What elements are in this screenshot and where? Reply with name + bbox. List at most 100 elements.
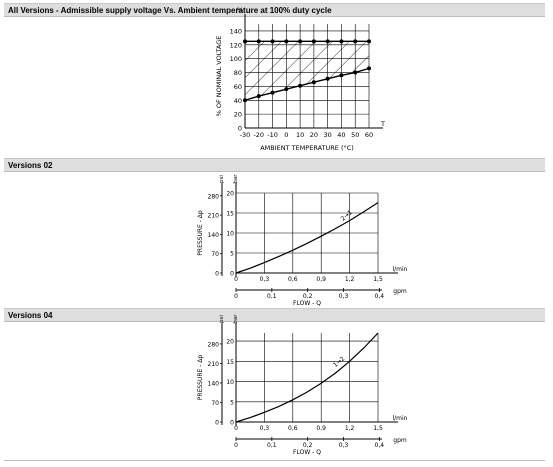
data-point: [270, 39, 275, 44]
y-tick-label-bar: 5: [230, 251, 234, 258]
data-point: [298, 83, 303, 88]
x-tick-label: 30: [324, 131, 332, 139]
data-point: [256, 39, 261, 44]
voltage-temperature-chart: -30 -20 -10 0 10 20 30 40 50 60 0 20 40 60 80 100 120 140…: [215, 6, 385, 152]
data-point: [256, 94, 261, 99]
y-tick-label-bar: 15: [226, 359, 234, 366]
y-tick-label-psi: 140: [208, 380, 220, 387]
x-unit-gpm: gpm: [393, 437, 407, 444]
y-tick-label-bar: 15: [226, 211, 234, 218]
data-point: [298, 39, 303, 44]
y-tick-label: 20: [234, 111, 242, 119]
data-point: [270, 90, 275, 95]
x-axis-label: AMBIENT TEMPERATURE (°C): [260, 144, 354, 152]
x-tick-label-lmin: 1,2: [345, 425, 355, 432]
y-tick-label-bar: 20: [226, 191, 234, 198]
section-header-versions-02: Versions 02: [4, 158, 545, 172]
series-label: 1→2: [332, 355, 346, 369]
data-point: [353, 39, 358, 44]
y-tick-label-bar: 0: [230, 420, 234, 427]
y-tick-label: 0: [238, 125, 242, 133]
y-tick-label-bar: 20: [226, 339, 234, 346]
series-line-1: [244, 67, 370, 101]
y-axis-label: PRESSURE - Δp: [197, 355, 204, 401]
data-point: [339, 73, 344, 78]
y-tick-label-bar: 10: [226, 379, 234, 386]
data-point: [311, 39, 316, 44]
data-point: [311, 80, 316, 85]
section-title: All Versions - Admissible supply voltage…: [8, 6, 332, 15]
data-point: [367, 66, 371, 71]
y-tick-label: 60: [234, 83, 242, 91]
x-tick-label-gpm: 0,4: [375, 442, 385, 449]
series-curve: [235, 332, 379, 423]
x-tick-label-lmin: 1,2: [345, 276, 355, 283]
x-tick-label-gpm: 0,1: [267, 293, 277, 300]
x-tick-label: 10: [296, 131, 304, 139]
y-tick-label: 40: [234, 97, 242, 105]
section-header-all-versions: All Versions - Admissible supply voltage…: [4, 3, 545, 17]
x-tick-label: 40: [337, 131, 345, 139]
x-tick-label: 60: [365, 131, 373, 139]
x-tick-label-lmin: 1,5: [373, 276, 383, 283]
y-tick-label-psi: 280: [208, 193, 220, 200]
x-tick-label-lmin: 0,6: [288, 425, 298, 432]
x-axis-end-label: T: [380, 120, 385, 128]
x-tick-label-lmin: 0,9: [316, 425, 326, 432]
y-tick-label-psi: 0: [215, 271, 219, 278]
data-point: [339, 39, 344, 44]
y-unit-bar: bar: [233, 314, 239, 324]
x-tick-label-lmin: 0,6: [288, 276, 298, 283]
x-tick-label-gpm: 0: [234, 293, 238, 300]
y-tick-label: 100: [230, 55, 242, 63]
data-point: [353, 70, 358, 75]
x-tick-label-gpm: 0: [234, 442, 238, 449]
y-tick-label: 140: [230, 27, 242, 35]
y-tick-label-psi: 140: [208, 232, 220, 239]
x-tick-label-lmin: 0: [234, 276, 238, 283]
x-unit-lmin: l/min: [392, 415, 407, 422]
y-axis-label: PRESSURE - Δp: [197, 210, 204, 256]
x-tick-label: 20: [310, 131, 318, 139]
x-tick-label-lmin: 0,3: [260, 276, 270, 283]
x-tick-label-lmin: 0: [234, 425, 238, 432]
x-tick-label-gpm: 0,2: [303, 442, 313, 449]
y-axis-label: % OF NOMINAL VOLTAGE: [215, 36, 223, 117]
y-unit-psi: psi: [219, 175, 225, 183]
x-tick-label: -10: [267, 131, 278, 139]
y-tick-label: 120: [230, 41, 242, 49]
y-tick-label: 80: [234, 69, 242, 77]
x-unit-lmin: l/min: [392, 266, 407, 273]
x-tick-label-lmin: 0,3: [260, 425, 270, 432]
y-tick-label-psi: 210: [208, 361, 220, 368]
x-axis-label: FLOW - Q: [293, 300, 321, 307]
x-tick-label-gpm: 0,3: [339, 442, 349, 449]
data-point: [325, 76, 330, 81]
bottom-rule: [4, 460, 545, 461]
data-point: [284, 39, 289, 44]
section-title: Versions 04: [8, 311, 53, 320]
x-tick-label-lmin: 0,9: [316, 276, 326, 283]
x-axis-label: FLOW - Q: [293, 449, 321, 456]
y-tick-label-psi: 210: [208, 213, 220, 220]
y-unit-bar: bar: [233, 174, 239, 184]
x-tick-label: 50: [351, 131, 359, 139]
x-tick-label-lmin: 1,5: [373, 425, 383, 432]
x-tick-label: -30: [240, 131, 251, 139]
data-point: [367, 39, 371, 44]
data-point: [284, 87, 289, 92]
data-point: [325, 39, 330, 44]
y-tick-label-psi: 70: [211, 400, 219, 407]
y-tick-label-psi: 280: [208, 341, 220, 348]
y-tick-label-psi: 70: [211, 251, 219, 258]
y-unit-label: %: [237, 6, 243, 14]
section-title: Versions 02: [8, 161, 53, 170]
x-tick-label-gpm: 0,4: [375, 293, 385, 300]
y-tick-label-bar: 0: [230, 271, 234, 278]
y-tick-label-bar: 5: [230, 399, 234, 406]
x-unit-gpm: gpm: [393, 288, 407, 295]
hatched-area: [245, 41, 369, 101]
section-header-versions-04: Versions 04: [4, 308, 545, 322]
y-tick-label-psi: 0: [215, 420, 219, 427]
